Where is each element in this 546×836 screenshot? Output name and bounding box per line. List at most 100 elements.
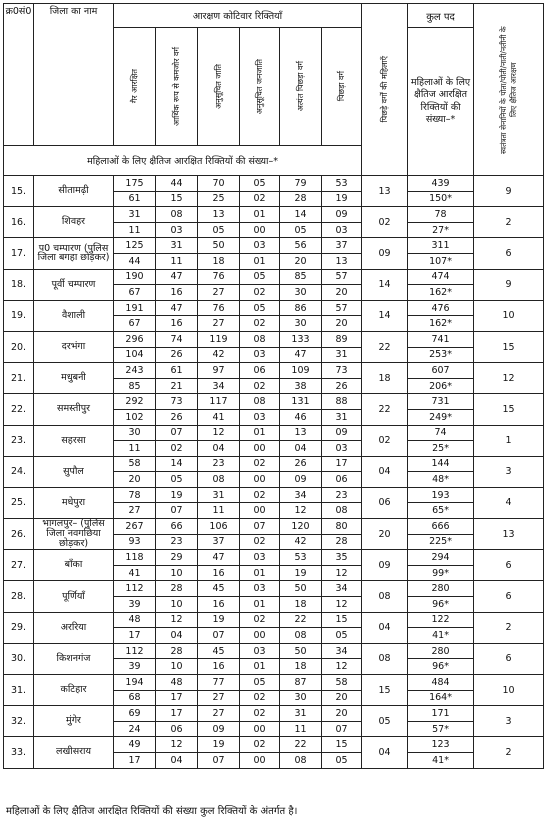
row-freedom-fighter: 10 [473, 299, 545, 332]
row-women-count-cell: 31 [320, 408, 363, 426]
table-row: 28. पूर्णियाँ 112 28 45 03 50 34 08 280 6 [3, 580, 545, 613]
row-backward-women: 08 [361, 642, 409, 676]
row-count-cell: 57 [320, 299, 363, 317]
row-sl-no: 16. [3, 206, 34, 239]
row-count-cell: 17 [155, 705, 198, 722]
row-count-cell: 133 [279, 330, 322, 348]
row-women-count-cell: 01 [239, 658, 280, 675]
row-women-count-cell: 23 [155, 533, 198, 551]
table-row: 26. भागलपुर– (पुलिस जिला नवगछिया छोड़कर) 2… [3, 518, 545, 551]
row-district: अररिया [33, 611, 114, 644]
row-total: 294 [407, 549, 475, 566]
row-women-count-cell: 31 [320, 346, 363, 364]
row-count-cell: 05 [239, 674, 280, 691]
row-women-count-cell: 13 [320, 252, 363, 270]
row-count-cell: 19 [197, 611, 240, 629]
row-count-cell: 12 [155, 611, 198, 629]
row-count-cell: 86 [279, 299, 322, 317]
row-count-cell: 01 [239, 424, 280, 442]
row-women-count-cell: 12 [320, 596, 363, 613]
row-women-total: 164* [407, 689, 475, 707]
row-count-cell: 03 [239, 237, 280, 254]
row-freedom-fighter: 2 [473, 611, 545, 644]
row-women-total: 57* [407, 720, 475, 738]
row-women-count-cell: 20 [320, 284, 363, 301]
row-count-cell: 58 [320, 674, 363, 691]
row-count-cell: 15 [320, 736, 363, 753]
row-count-cell: 47 [155, 299, 198, 317]
row-women-count-cell: 07 [155, 502, 198, 520]
row-district: समस्तीपुर [33, 393, 114, 426]
row-total: 78 [407, 206, 475, 223]
row-women-count-cell: 26 [320, 377, 363, 395]
row-women-count-cell: 47 [279, 346, 322, 364]
row-women-count-cell: 19 [320, 190, 363, 208]
row-count-cell: 45 [197, 580, 240, 598]
col-bc: पिछड़ा वर्ग [320, 27, 363, 146]
row-women-count-cell: 16 [197, 596, 240, 613]
row-women-count-cell: 11 [197, 502, 240, 520]
table-row-women: 24 06 09 00 11 07 57* [4, 720, 544, 738]
row-women-count-cell: 06 [155, 720, 198, 738]
row-women-count-cell: 00 [239, 502, 280, 520]
row-count-cell: 77 [197, 674, 240, 691]
row-count-cell: 191 [113, 299, 156, 317]
row-sl-no: 27. [3, 549, 34, 582]
row-district: भागलपुर– (पुलिस जिला नवगछिया छोड़कर) [33, 518, 114, 551]
row-count-cell: 73 [320, 362, 363, 379]
row-women-count-cell: 68 [113, 689, 156, 707]
table-row: 18. पूर्वी चम्पारण 190 47 76 05 85 57 14 474 9 [3, 268, 545, 301]
row-women-count-cell: 05 [279, 221, 322, 239]
row-count-cell: 267 [113, 518, 156, 535]
row-count-cell: 08 [239, 330, 280, 348]
row-sl-no: 32. [3, 705, 34, 738]
row-count-cell: 37 [320, 237, 363, 254]
row-women-count-cell: 01 [239, 252, 280, 270]
table-body: 15. सीतामढ़ी 175 44 70 05 79 53 13 439 9 61 15 25 02 28… [3, 174, 545, 769]
row-count-cell: 57 [320, 268, 363, 286]
row-women-count-cell: 28 [279, 190, 322, 208]
row-district: लखीसराय [33, 736, 114, 769]
row-total: 123 [407, 736, 475, 753]
row-freedom-fighter: 6 [473, 549, 545, 582]
row-backward-women: 13 [361, 174, 409, 208]
row-women-count-cell: 08 [197, 471, 240, 488]
row-women-count-cell: 26 [155, 408, 198, 426]
row-freedom-fighter: 6 [473, 642, 545, 676]
row-count-cell: 02 [239, 611, 280, 629]
header-sl-no: क्र0सं0 [3, 3, 34, 146]
row-women-count-cell: 15 [155, 190, 198, 208]
row-women-total: 249* [407, 408, 475, 426]
header-backward-women: पिछड़े वर्गों की महिलाएँ [361, 3, 409, 176]
row-women-count-cell: 39 [113, 596, 156, 613]
row-district: पूर्वी चम्पारण [33, 268, 114, 301]
row-freedom-fighter: 9 [473, 268, 545, 301]
women-note-row: महिलाओं के लिए क्षैतिज आरक्षित रिक्तियों… [2, 145, 363, 176]
row-women-count-cell: 12 [279, 502, 322, 520]
row-count-cell: 03 [239, 549, 280, 566]
row-women-count-cell: 03 [320, 440, 363, 457]
row-count-cell: 31 [197, 486, 240, 504]
row-women-count-cell: 05 [155, 471, 198, 488]
row-women-count-cell: 18 [279, 658, 322, 675]
table-row-women: 104 26 42 03 47 31 253* [4, 346, 544, 364]
table-row: 25. मधेपुरा 78 19 31 02 34 23 06 193 4 [3, 486, 545, 520]
table-row-women: 44 11 18 01 20 13 107* [4, 252, 544, 270]
col-sc: अनुसूचित जाति [197, 27, 240, 146]
row-women-count-cell: 12 [320, 564, 363, 582]
row-count-cell: 73 [155, 393, 198, 410]
row-women-count-cell: 20 [320, 315, 363, 332]
col-ebc: अत्यंत पिछड़ा वर्ग [279, 27, 322, 146]
row-count-cell: 28 [155, 580, 198, 598]
row-women-count-cell: 34 [197, 377, 240, 395]
row-women-count-cell: 27 [197, 315, 240, 332]
row-count-cell: 19 [197, 736, 240, 753]
row-count-cell: 31 [113, 206, 156, 223]
row-total: 171 [407, 705, 475, 722]
row-district: सहरसा [33, 424, 114, 457]
row-women-count-cell: 08 [320, 502, 363, 520]
row-count-cell: 117 [197, 393, 240, 410]
row-count-cell: 69 [113, 705, 156, 722]
row-freedom-fighter: 6 [473, 580, 545, 613]
row-women-count-cell: 00 [239, 627, 280, 644]
